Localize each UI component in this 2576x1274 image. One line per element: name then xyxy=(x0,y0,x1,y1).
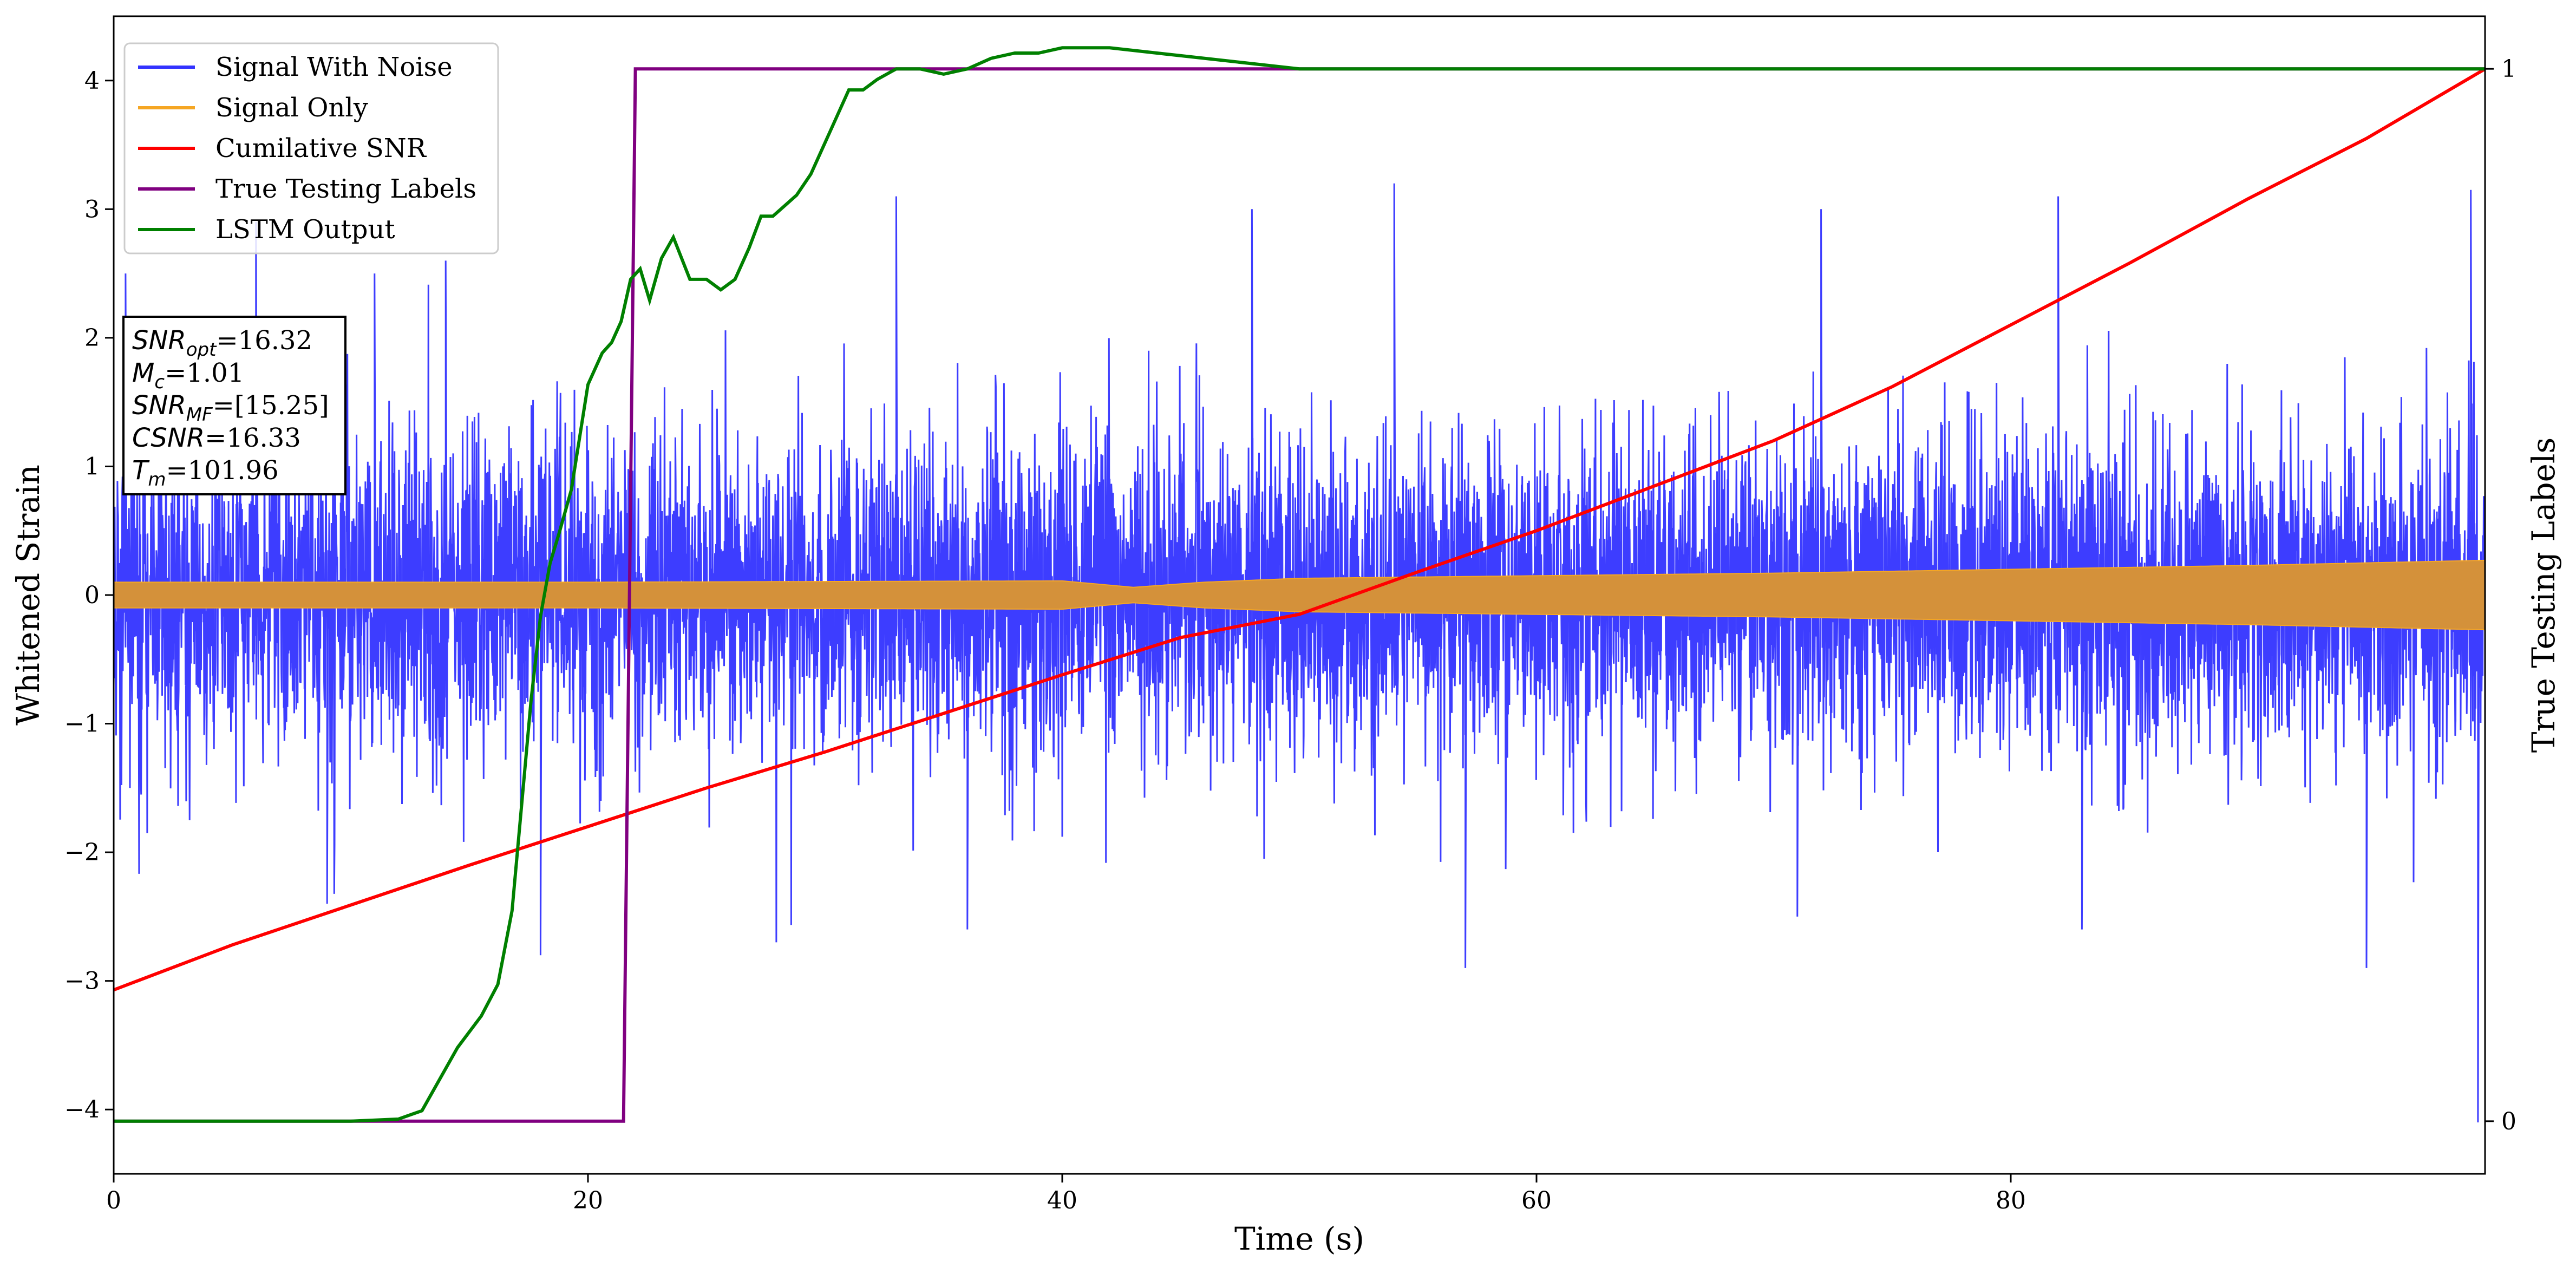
info-box-frame xyxy=(122,316,346,495)
info-line: Tm=101.96 xyxy=(132,455,279,491)
lstm-output-line xyxy=(114,46,2485,1123)
right-y-axis-label: True Testing Labels xyxy=(2525,437,2562,753)
x-axis-label: Time (s) xyxy=(1234,1220,1364,1257)
x-tick-label: 20 xyxy=(573,1187,603,1214)
signal-only-band xyxy=(114,559,2485,631)
legend-label: Signal With Noise xyxy=(215,52,453,82)
y-tick-label: 4 xyxy=(84,67,100,95)
y-tick-label: −2 xyxy=(64,839,100,866)
plot-area xyxy=(114,46,2485,1123)
x-tick-label: 40 xyxy=(1047,1187,1077,1214)
y-tick-label: 3 xyxy=(84,195,100,223)
legend: Signal With Noise Signal Only Cumilative S… xyxy=(123,42,499,254)
series-signal-only xyxy=(114,559,2485,631)
info-line: SNRMF=[15.25] xyxy=(132,390,329,426)
y-tick-label: −1 xyxy=(64,710,100,738)
parameter-info-box: SNRopt=16.32Mc=1.01SNRMF=[15.25]CSNR=16.… xyxy=(122,316,346,495)
x-tick-label: 0 xyxy=(106,1187,121,1214)
y-tick-label: 0 xyxy=(84,582,100,609)
legend-label: LSTM Output xyxy=(215,214,395,245)
y-tick-label: −3 xyxy=(64,968,100,995)
x-tick-label: 80 xyxy=(1996,1187,2026,1214)
right-y-axis-ticks: 01 xyxy=(2485,55,2516,1135)
right-y-tick-label: 1 xyxy=(2501,55,2516,83)
y-tick-label: −4 xyxy=(64,1096,100,1123)
legend-label: Signal Only xyxy=(215,93,368,123)
x-tick-label: 60 xyxy=(1521,1187,1552,1214)
series-lstm-output xyxy=(114,46,2485,1123)
info-line: SNRopt=16.32 xyxy=(132,325,312,361)
info-line: Mc=1.01 xyxy=(132,358,244,393)
y-tick-label: 2 xyxy=(84,324,100,352)
cumilative-snr-line xyxy=(114,67,2485,992)
y-axis-ticks: −4 −3 −2 −1 0 1 2 3 4 xyxy=(64,67,114,1123)
y-tick-label: 1 xyxy=(84,453,100,480)
legend-label: Cumilative SNR xyxy=(215,133,427,164)
legend-label: True Testing Labels xyxy=(215,174,476,204)
right-y-tick-label: 0 xyxy=(2501,1108,2516,1135)
y-axis-label: Whitened Strain xyxy=(10,465,47,726)
x-axis-ticks: 0 20 40 60 80 xyxy=(106,1174,2026,1214)
legend-frame xyxy=(123,42,499,254)
series-cumilative-snr xyxy=(114,67,2485,992)
info-line: CSNR=16.33 xyxy=(132,423,301,453)
